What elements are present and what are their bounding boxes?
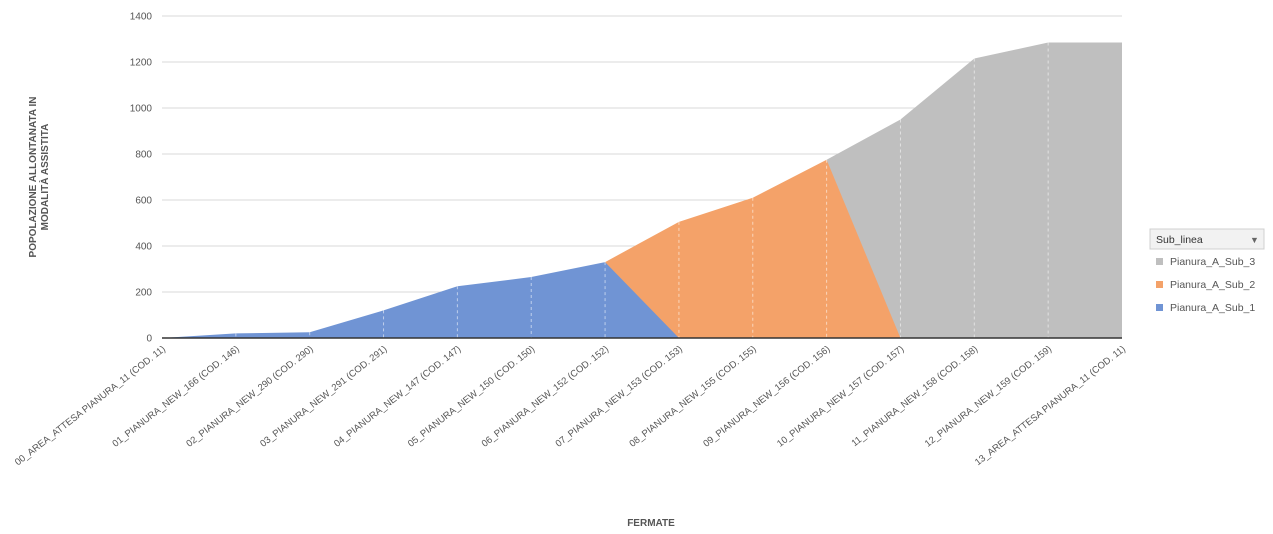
y-tick-label: 1400 (130, 12, 153, 23)
legend-title: Sub_linea (1156, 234, 1203, 246)
y-axis-title-line: MODALITÀ ASSISTITA (38, 124, 51, 231)
x-axis-title: FERMATE (627, 518, 675, 529)
legend-swatch (1156, 281, 1163, 288)
x-tick-label: 07_PIANURA_NEW_153 (COD. 153) (554, 344, 685, 450)
legend-entry[interactable]: Pianura_A_Sub_3 (1170, 256, 1255, 268)
x-tick-label: 04_PIANURA_NEW_147 (COD. 147) (332, 344, 463, 450)
legend-filter-button[interactable] (1149, 228, 1265, 250)
legend-items: Pianura_A_Sub_3 Pianura_A_Sub_2 Pianura_A_… (1156, 256, 1255, 314)
legend-swatch (1156, 304, 1163, 311)
area-series-pianura-a-sub-3 (162, 42, 1122, 338)
gridlines (162, 15, 1122, 293)
y-tick-label: 1000 (130, 104, 153, 115)
x-tick-labels: 00_AREA_ATTESA PIANURA_11 (COD. 11)01_PI… (13, 344, 1128, 468)
x-tick-label: 12_PIANURA_NEW_159 (COD. 159) (923, 344, 1054, 450)
x-tick-label: 01_PIANURA_NEW_166 (COD. 146) (111, 344, 242, 450)
y-tick-label: 600 (135, 196, 152, 207)
x-tick-label: 00_AREA_ATTESA PIANURA_11 (COD. 11) (13, 344, 168, 468)
y-axis-title-line: POPOLAZIONE ALLONTANATA IN (28, 97, 39, 258)
y-tick-label: 800 (135, 150, 152, 161)
series-areas (162, 42, 1122, 338)
y-tick-label: 0 (146, 334, 152, 345)
y-tick-label: 400 (135, 242, 152, 253)
category-dividers (235, 42, 1049, 338)
x-tick-label: 02_PIANURA_NEW_290 (COD. 290) (184, 344, 315, 450)
chevron-down-icon: ▼ (1250, 235, 1259, 245)
x-tick-label: 06_PIANURA_NEW_152 (COD. 152) (480, 344, 611, 450)
y-tick-label: 1200 (130, 58, 153, 69)
y-axis-title: POPOLAZIONE ALLONTANATA INMODALITÀ ASSIS… (28, 97, 51, 258)
x-tick-label: 03_PIANURA_NEW_291 (COD. 291) (258, 344, 389, 450)
area-series-pianura-a-sub-2 (162, 159, 1122, 338)
legend-swatch (1156, 258, 1163, 265)
x-tick-label: 08_PIANURA_NEW_155 (COD. 155) (627, 344, 758, 450)
legend-entry[interactable]: Pianura_A_Sub_2 (1170, 279, 1255, 291)
x-tick-label: 10_PIANURA_NEW_157 (COD. 157) (775, 344, 906, 450)
x-tick-label: 11_PIANURA_NEW_158 (COD. 158) (850, 344, 981, 449)
y-tick-labels: 0 200 400 600 800 1000 1200 1400 (130, 12, 153, 345)
x-tick-label: 09_PIANURA_NEW_156 (COD. 156) (701, 344, 832, 450)
x-tick-label: 13_AREA_ATTESA PIANURA_11 (COD. 11) (973, 344, 1128, 468)
y-tick-label: 200 (135, 288, 152, 299)
legend: Sub_linea ▼ Pianura_A_Sub_3Pianura_A_Sub… (1149, 228, 1265, 314)
area-series-pianura-a-sub-1 (162, 262, 1122, 338)
legend-entry[interactable]: Pianura_A_Sub_1 (1170, 302, 1255, 314)
x-tick-label: 05_PIANURA_NEW_150 (COD. 150) (406, 344, 537, 450)
